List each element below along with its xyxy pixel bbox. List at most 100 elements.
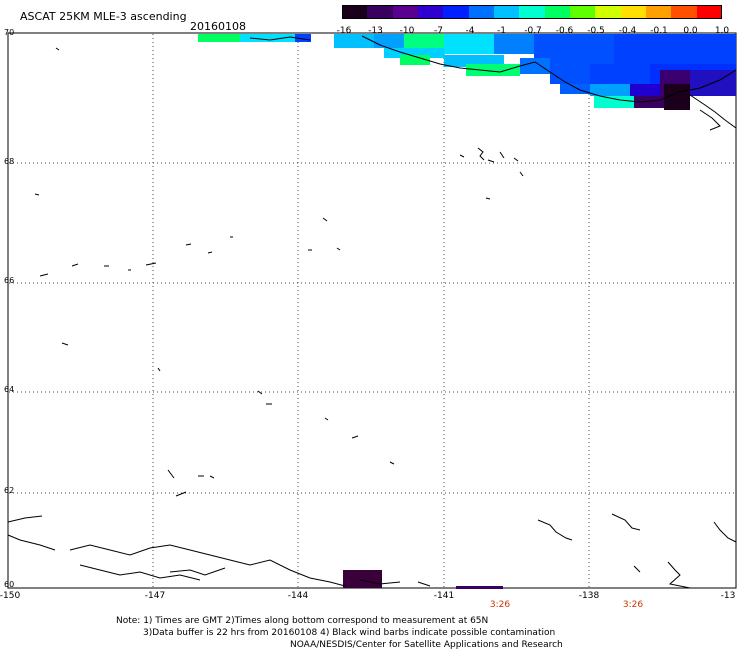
time-label-1: 3:26 (489, 600, 511, 610)
swath-cell (295, 34, 311, 42)
swath-cell (400, 55, 430, 65)
note-line-1: Note: 1) Times are GMT 2)Times along bot… (116, 616, 489, 626)
colorbar-tick-label: -0.1 (650, 26, 668, 36)
colorbar-swatch (443, 5, 470, 19)
swath-cell (614, 34, 736, 64)
coastline (7, 35, 737, 589)
coastline-segment (207, 251, 213, 254)
lon-label-135: -13 (720, 591, 736, 601)
coastline-segment (69, 544, 346, 587)
colorbar-swatch (392, 5, 419, 19)
swath-cell (404, 34, 444, 50)
colorbar-swatch (595, 5, 622, 19)
swath-cell (374, 34, 404, 48)
colorbar-tick-label: -0.4 (618, 26, 637, 36)
colorbar-tick-label: -13 (368, 26, 383, 36)
swath-cell (343, 570, 382, 588)
coastline-segment (633, 565, 641, 573)
colorbar-tick-label: -10 (399, 26, 415, 36)
colorbar-tick-label: -0.7 (524, 26, 542, 36)
swath-cell (550, 64, 590, 84)
colorbar-swatch (519, 5, 546, 19)
colorbar-swatch (468, 5, 495, 19)
swath-cell (520, 58, 550, 74)
colorbar-tick-label: 0.0 (683, 26, 698, 36)
coastline-segment (34, 193, 40, 196)
coastline-segment (322, 217, 328, 222)
data-swath (198, 34, 736, 589)
coastline-segment (499, 151, 505, 159)
colorbar-swatch (494, 5, 520, 19)
coastline-segment (55, 47, 60, 51)
swath-cell (594, 96, 634, 108)
swath-cell (590, 84, 630, 96)
lat-label-70: 70 (4, 28, 15, 37)
coastline-segment (167, 469, 175, 479)
coastline-segment (7, 534, 56, 551)
coastline-segment (667, 561, 691, 589)
lon-label-150: -150 (0, 591, 21, 601)
coastline-segment (417, 581, 431, 587)
coastline-segment (487, 159, 495, 163)
plot-frame (7, 32, 737, 589)
colorbar-tick-label: -4 (465, 26, 475, 36)
coastline-segment (169, 567, 226, 576)
swath-cell (384, 48, 444, 58)
coastline-segment (361, 35, 737, 103)
coastline-segment (477, 147, 485, 161)
coastline-segment (689, 94, 737, 129)
coastline-segment (699, 109, 721, 131)
coastline-segment (185, 243, 192, 246)
colorbar-swatch (544, 5, 571, 19)
coastline-segment (351, 435, 359, 439)
coastline-segment (485, 197, 491, 200)
swath-cell (334, 34, 374, 48)
coastline-segment (175, 491, 187, 497)
swath-cell (630, 84, 660, 98)
coastline-segment (513, 157, 519, 162)
colorbar-tick-label: -7 (434, 26, 443, 36)
note-line-3: NOAA/NESDIS/Center for Satellite Applica… (290, 640, 563, 650)
coastline-segment (389, 461, 395, 465)
coastline-segment (209, 475, 215, 479)
coastline-segment (257, 390, 263, 395)
coastline-segment (459, 154, 465, 158)
coastline-segment (79, 564, 201, 581)
colorbar-swatch (570, 5, 596, 19)
map-title: ASCAT 25KM MLE-3 ascending (20, 10, 187, 23)
coastline-segment (324, 417, 329, 421)
lon-label-144: -144 (287, 591, 309, 601)
colorbar-swatch (620, 5, 647, 19)
swath-cell (444, 34, 494, 54)
swath-cell (466, 64, 520, 76)
lat-label-64: 64 (4, 385, 15, 394)
coastline-segment (61, 342, 69, 346)
map-date: 20160108 (190, 20, 246, 33)
lon-label-138: -138 (578, 591, 600, 601)
colorbar-frame (342, 5, 722, 19)
colorbar-swatch (342, 5, 368, 19)
coastline-segment (336, 247, 341, 251)
colorbar-swatch (646, 5, 672, 19)
coastline-segment (249, 36, 311, 41)
colorbar-swatch (367, 5, 394, 19)
colorbar-tick-label: -0.5 (587, 26, 605, 36)
coastline-segment (519, 171, 524, 177)
lat-label-60: 60 (4, 580, 15, 589)
coastline-segment (537, 519, 573, 541)
lon-label-141: -141 (433, 591, 455, 601)
lat-label-68: 68 (4, 157, 15, 166)
colorbar-swatch (696, 5, 723, 19)
graticule (9, 34, 736, 588)
note-line-2: 3)Data buffer is 22 hrs from 20160108 4)… (143, 628, 556, 638)
swath-cell (240, 34, 295, 42)
coastline-segment (713, 521, 737, 543)
lat-label-66: 66 (4, 276, 15, 285)
coastline-segment (7, 515, 43, 523)
colorbar-tick-label: -1 (497, 26, 506, 36)
swath-cell (494, 34, 534, 54)
colorbar-swatch (671, 5, 698, 19)
swath-cell (198, 34, 240, 42)
swath-cell (560, 84, 590, 94)
